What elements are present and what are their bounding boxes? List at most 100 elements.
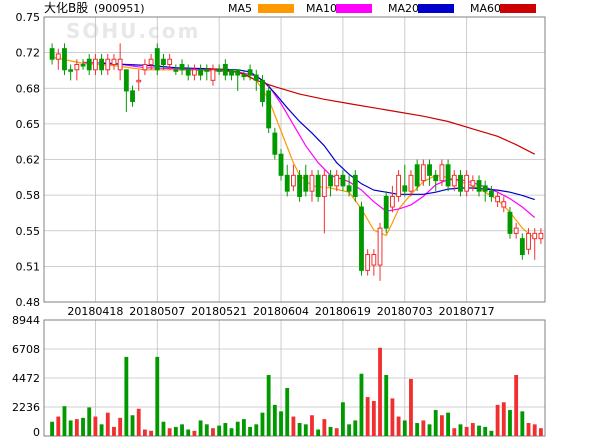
- volume-bar: [347, 424, 352, 436]
- candle-body: [526, 232, 531, 250]
- volume-bar: [105, 412, 110, 436]
- volume-bar: [223, 423, 228, 436]
- volume-bar: [495, 404, 500, 436]
- volume-bar: [384, 375, 389, 436]
- volume-bar: [402, 420, 407, 436]
- candle-body: [167, 58, 173, 65]
- legend-label: MA20: [388, 2, 419, 15]
- candle-body: [439, 164, 445, 182]
- volume-tick-label: 2236: [12, 401, 40, 414]
- volume-bar: [415, 423, 420, 436]
- volume-tick-label: 0: [33, 426, 40, 439]
- volume-bar: [390, 398, 395, 436]
- volume-bar: [266, 375, 271, 436]
- volume-bar: [62, 406, 67, 436]
- volume-bar: [87, 407, 92, 436]
- candle-body: [86, 58, 92, 71]
- date-tick-label: 20180703: [377, 305, 433, 318]
- candle-body: [371, 254, 377, 266]
- candle-body: [68, 69, 74, 72]
- candle-body: [297, 174, 303, 197]
- candle-body: [464, 174, 470, 192]
- volume-bar: [322, 419, 327, 436]
- volume-bar: [291, 416, 296, 436]
- legend: MA5 MA10 MA20 MA60: [228, 2, 536, 15]
- candle-body: [482, 185, 488, 192]
- volume-bar: [272, 404, 277, 436]
- volume-bar: [303, 424, 308, 436]
- volume-bar: [433, 410, 438, 436]
- candle-body: [136, 79, 142, 83]
- volume-bar: [136, 408, 141, 436]
- candle-body: [204, 69, 210, 72]
- candle-body: [161, 58, 166, 65]
- volume-bar: [285, 388, 290, 436]
- candles: [49, 43, 544, 281]
- volume-bar: [421, 420, 426, 436]
- date-tick-label: 20180717: [439, 305, 495, 318]
- volume-bar: [365, 397, 370, 436]
- volume-bar: [180, 424, 184, 436]
- candle-body: [253, 74, 259, 81]
- volume-bar: [409, 378, 413, 436]
- price-tick-label: 0.65: [16, 118, 41, 131]
- volume-bar: [192, 430, 197, 436]
- candle-body: [420, 164, 426, 182]
- candle-body: [303, 174, 309, 192]
- volume-bar: [464, 426, 469, 436]
- volume-bar: [254, 424, 259, 436]
- candle-body: [365, 254, 371, 271]
- volume-bar: [260, 412, 265, 436]
- price-panel-frame: [43, 16, 546, 303]
- candle-body: [272, 132, 278, 155]
- legend-swatch: [500, 4, 536, 13]
- price-tick-label: 0.55: [16, 225, 41, 238]
- candle-body: [179, 64, 185, 71]
- candle-body: [266, 90, 272, 129]
- volume-bar: [81, 417, 85, 436]
- volume-bar: [124, 356, 129, 436]
- candle-body: [377, 227, 383, 266]
- price-tick-label: 0.62: [16, 154, 41, 167]
- candle-body: [222, 64, 228, 76]
- candle-body: [229, 69, 234, 76]
- candle-body: [80, 64, 86, 67]
- volume-tick-label: 8944: [12, 314, 40, 327]
- candle-body: [383, 195, 389, 229]
- candle-body: [352, 174, 358, 197]
- candle-body: [49, 48, 55, 60]
- candle-body: [389, 195, 395, 208]
- candle-body: [488, 190, 494, 197]
- volume-bar: [458, 424, 463, 436]
- volume-bar: [340, 402, 345, 436]
- candle-body: [538, 232, 544, 240]
- legend-swatch: [418, 4, 454, 13]
- candle-body: [328, 174, 333, 187]
- candle-body: [359, 206, 364, 271]
- candle-body: [402, 185, 408, 192]
- volume-bar: [427, 424, 432, 436]
- price-tick-label: 0.58: [16, 189, 41, 202]
- volume-bar: [334, 428, 339, 436]
- volume-bar: [241, 419, 246, 436]
- date-tick-label: 20180507: [129, 305, 185, 318]
- volume-bar: [359, 373, 364, 436]
- date-tick-label: 20180418: [67, 305, 123, 318]
- volume-bar: [526, 423, 531, 436]
- volume-bar: [167, 428, 172, 436]
- volume-bar: [50, 421, 55, 436]
- volume-bar: [353, 420, 358, 436]
- candle-body: [185, 69, 191, 76]
- volume-bar: [74, 419, 79, 436]
- stock-code: (900951): [94, 2, 145, 15]
- candle-body: [235, 69, 241, 76]
- volume-bar: [489, 430, 494, 436]
- price-tick-label: 0.72: [16, 47, 41, 60]
- volume-bar: [130, 415, 135, 436]
- volume-bar: [211, 428, 215, 436]
- candle-body: [309, 174, 315, 192]
- candle-body: [92, 58, 98, 71]
- volume-bar: [297, 423, 302, 436]
- candle-body: [191, 69, 197, 76]
- volume-bar: [198, 420, 203, 436]
